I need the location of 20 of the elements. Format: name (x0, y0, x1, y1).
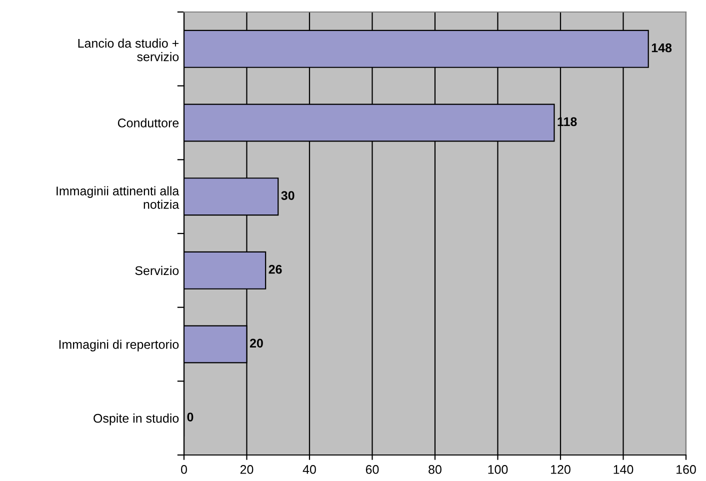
x-tick-label: 160 (676, 465, 696, 474)
y-tick-label: Servizio (135, 266, 179, 276)
y-tick-label: Lancio da studio + servizio (78, 38, 179, 62)
x-tick-label: 120 (551, 465, 570, 474)
x-tick-label: 80 (428, 465, 442, 474)
y-tick-label: Ospite in studio (94, 414, 179, 426)
data-label: 30 (281, 191, 294, 200)
y-tick-label: Immaginii attinenti alla notizia (56, 186, 180, 209)
x-tick-label: 140 (614, 465, 634, 474)
data-label: 26 (268, 264, 282, 274)
x-tick-label: 40 (302, 465, 316, 474)
y-tick-label: Immagini di repertorio (59, 340, 179, 352)
data-label: 20 (250, 338, 263, 348)
data-label: 148 (652, 43, 672, 52)
x-tick-label: 20 (240, 465, 254, 474)
data-label: 0 (187, 412, 194, 422)
x-tick-label: 0 (181, 465, 187, 474)
x-tick-label: 60 (366, 465, 379, 474)
x-tick-label: 100 (488, 465, 508, 474)
y-tick-label: Conduttore (118, 118, 179, 128)
